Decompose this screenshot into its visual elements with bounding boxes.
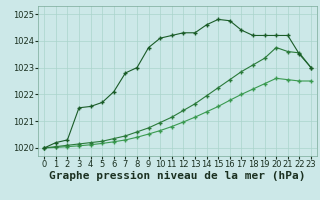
X-axis label: Graphe pression niveau de la mer (hPa): Graphe pression niveau de la mer (hPa) bbox=[49, 171, 306, 181]
